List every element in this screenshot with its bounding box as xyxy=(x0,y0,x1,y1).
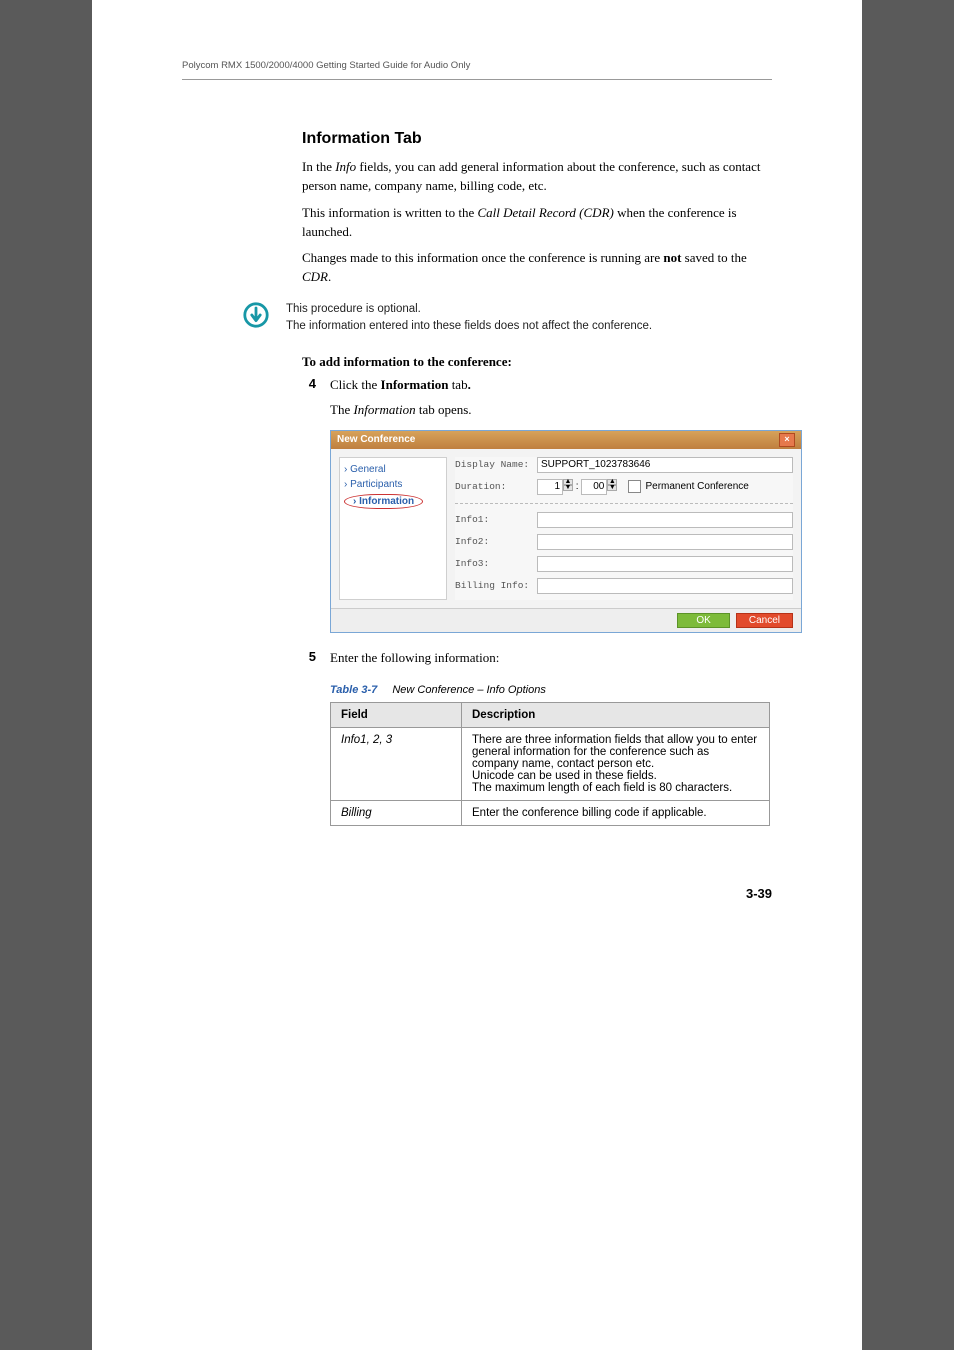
page-number: 3-39 xyxy=(92,886,862,901)
nav-general[interactable]: General xyxy=(344,464,442,475)
dialog-body: General Participants Information Display… xyxy=(331,449,801,608)
note-text: This procedure is optional. The informat… xyxy=(286,301,652,336)
step4-sub: The Information tab opens. xyxy=(330,400,772,420)
p1-a: In the xyxy=(302,159,335,174)
p3-a: Changes made to this information once th… xyxy=(302,250,663,265)
guide-title: Polycom RMX 1500/2000/4000 Getting Start… xyxy=(182,60,772,71)
step4-sub-b-italic: Information xyxy=(353,402,415,417)
cancel-button[interactable]: Cancel xyxy=(736,613,793,628)
dialog-nav: General Participants Information xyxy=(339,457,447,600)
label-display-name: Display Name: xyxy=(455,459,537,470)
input-info2[interactable] xyxy=(537,534,793,550)
label-billing: Billing Info: xyxy=(455,580,537,591)
dur-mins[interactable]: 00 xyxy=(581,479,607,495)
table-caption: Table 3-7 New Conference – Info Options xyxy=(330,684,772,696)
table-row: Info1, 2, 3 There are three information … xyxy=(331,727,770,800)
desc-0-l2: Unicode can be used in these fields. xyxy=(472,770,759,782)
procedure: To add information to the conference: 4 … xyxy=(92,354,862,826)
label-duration: Duration: xyxy=(455,481,537,492)
p3-c: saved to the xyxy=(681,250,746,265)
row-billing: Billing Info: xyxy=(455,578,793,594)
step-4: 4 Click the Information tab. xyxy=(302,376,772,395)
cell-field-0: Info1, 2, 3 xyxy=(331,727,462,800)
dur-h-spinner[interactable]: ▲▼ xyxy=(563,479,573,493)
page-header: Polycom RMX 1500/2000/4000 Getting Start… xyxy=(92,60,862,80)
desc-0-l1: There are three information fields that … xyxy=(472,734,759,770)
new-conference-dialog: New Conference × General Participants In… xyxy=(330,430,802,633)
th-field: Field xyxy=(331,702,462,727)
nav-participants[interactable]: Participants xyxy=(344,479,442,490)
dialog-title-text: New Conference xyxy=(337,434,415,445)
table-row: Billing Enter the conference billing cod… xyxy=(331,800,770,825)
note-line1: This procedure is optional. xyxy=(286,301,652,318)
perm-label: Permanent Conference xyxy=(645,481,748,492)
row-display-name: Display Name: SUPPORT_1023783646 xyxy=(455,457,793,473)
dialog-titlebar: New Conference × xyxy=(331,431,801,449)
p1-c: fields, you can add general information … xyxy=(302,159,760,193)
step4-body: Click the Information tab. xyxy=(330,376,772,395)
step5-number: 5 xyxy=(302,649,316,668)
header-rule xyxy=(182,79,772,80)
th-desc: Description xyxy=(462,702,770,727)
dur-m-spinner[interactable]: ▲▼ xyxy=(607,479,617,493)
step4-d: . xyxy=(468,377,471,392)
dialog-footer: OK Cancel xyxy=(331,608,801,632)
p3-d-italic: CDR xyxy=(302,269,328,284)
paragraph-3: Changes made to this information once th… xyxy=(302,249,772,287)
cell-desc-1: Enter the conference billing code if app… xyxy=(462,800,770,825)
label-info1: Info1: xyxy=(455,514,537,525)
p2-b-italic: Call Detail Record (CDR) xyxy=(477,205,613,220)
page: Polycom RMX 1500/2000/4000 Getting Start… xyxy=(92,0,862,1350)
close-icon[interactable]: × xyxy=(779,433,795,447)
note-line2: The information entered into these field… xyxy=(286,318,652,335)
input-billing[interactable] xyxy=(537,578,793,594)
note-block: This procedure is optional. The informat… xyxy=(92,301,862,336)
form-separator xyxy=(455,503,793,504)
step-5: 5 Enter the following information: xyxy=(302,649,772,668)
section-heading: Information Tab xyxy=(302,130,772,148)
desc-1-l1: Enter the conference billing code if app… xyxy=(472,807,759,819)
p2-a: This information is written to the xyxy=(302,205,477,220)
duration-controls: 1▲▼ : 00▲▼ Permanent Conference xyxy=(537,479,749,495)
dur-hours[interactable]: 1 xyxy=(537,479,563,495)
info-options-table: Field Description Info1, 2, 3 There are … xyxy=(330,702,770,826)
dur-colon: : xyxy=(576,481,579,492)
step4-number: 4 xyxy=(302,376,316,395)
cell-desc-0: There are three information fields that … xyxy=(462,727,770,800)
input-info3[interactable] xyxy=(537,556,793,572)
step5-body: Enter the following information: xyxy=(330,649,772,668)
table-caption-title: New Conference – Info Options xyxy=(392,684,545,696)
p3-b-bold: not xyxy=(663,250,681,265)
input-info1[interactable] xyxy=(537,512,793,528)
label-info2: Info2: xyxy=(455,536,537,547)
p1-b-italic: Info xyxy=(335,159,356,174)
label-info3: Info3: xyxy=(455,558,537,569)
input-display-name[interactable]: SUPPORT_1023783646 xyxy=(537,457,793,473)
cell-field-1: Billing xyxy=(331,800,462,825)
step4-c: tab xyxy=(448,377,467,392)
table-header-row: Field Description xyxy=(331,702,770,727)
row-duration: Duration: 1▲▼ : 00▲▼ Permanent Conferenc… xyxy=(455,479,793,495)
paragraph-2: This information is written to the Call … xyxy=(302,204,772,242)
note-arrow-icon xyxy=(242,301,270,329)
step4-b-bold: Information xyxy=(381,377,449,392)
section-body: Information Tab In the Info fields, you … xyxy=(92,130,862,287)
nav-information[interactable]: Information xyxy=(344,494,423,509)
paragraph-1: In the Info fields, you can add general … xyxy=(302,158,772,196)
step4-a: Click the xyxy=(330,377,381,392)
row-info2: Info2: xyxy=(455,534,793,550)
procedure-heading: To add information to the conference: xyxy=(302,354,772,370)
dialog-form: Display Name: SUPPORT_1023783646 Duratio… xyxy=(455,457,793,600)
step4-sub-a: The xyxy=(330,402,353,417)
desc-0-l3: The maximum length of each field is 80 c… xyxy=(472,782,759,794)
ok-button[interactable]: OK xyxy=(677,613,729,628)
row-info3: Info3: xyxy=(455,556,793,572)
p3-e: . xyxy=(328,269,331,284)
step4-sub-c: tab opens. xyxy=(416,402,472,417)
table-ref: Table 3-7 xyxy=(330,684,377,696)
row-info1: Info1: xyxy=(455,512,793,528)
perm-checkbox[interactable] xyxy=(628,480,641,493)
